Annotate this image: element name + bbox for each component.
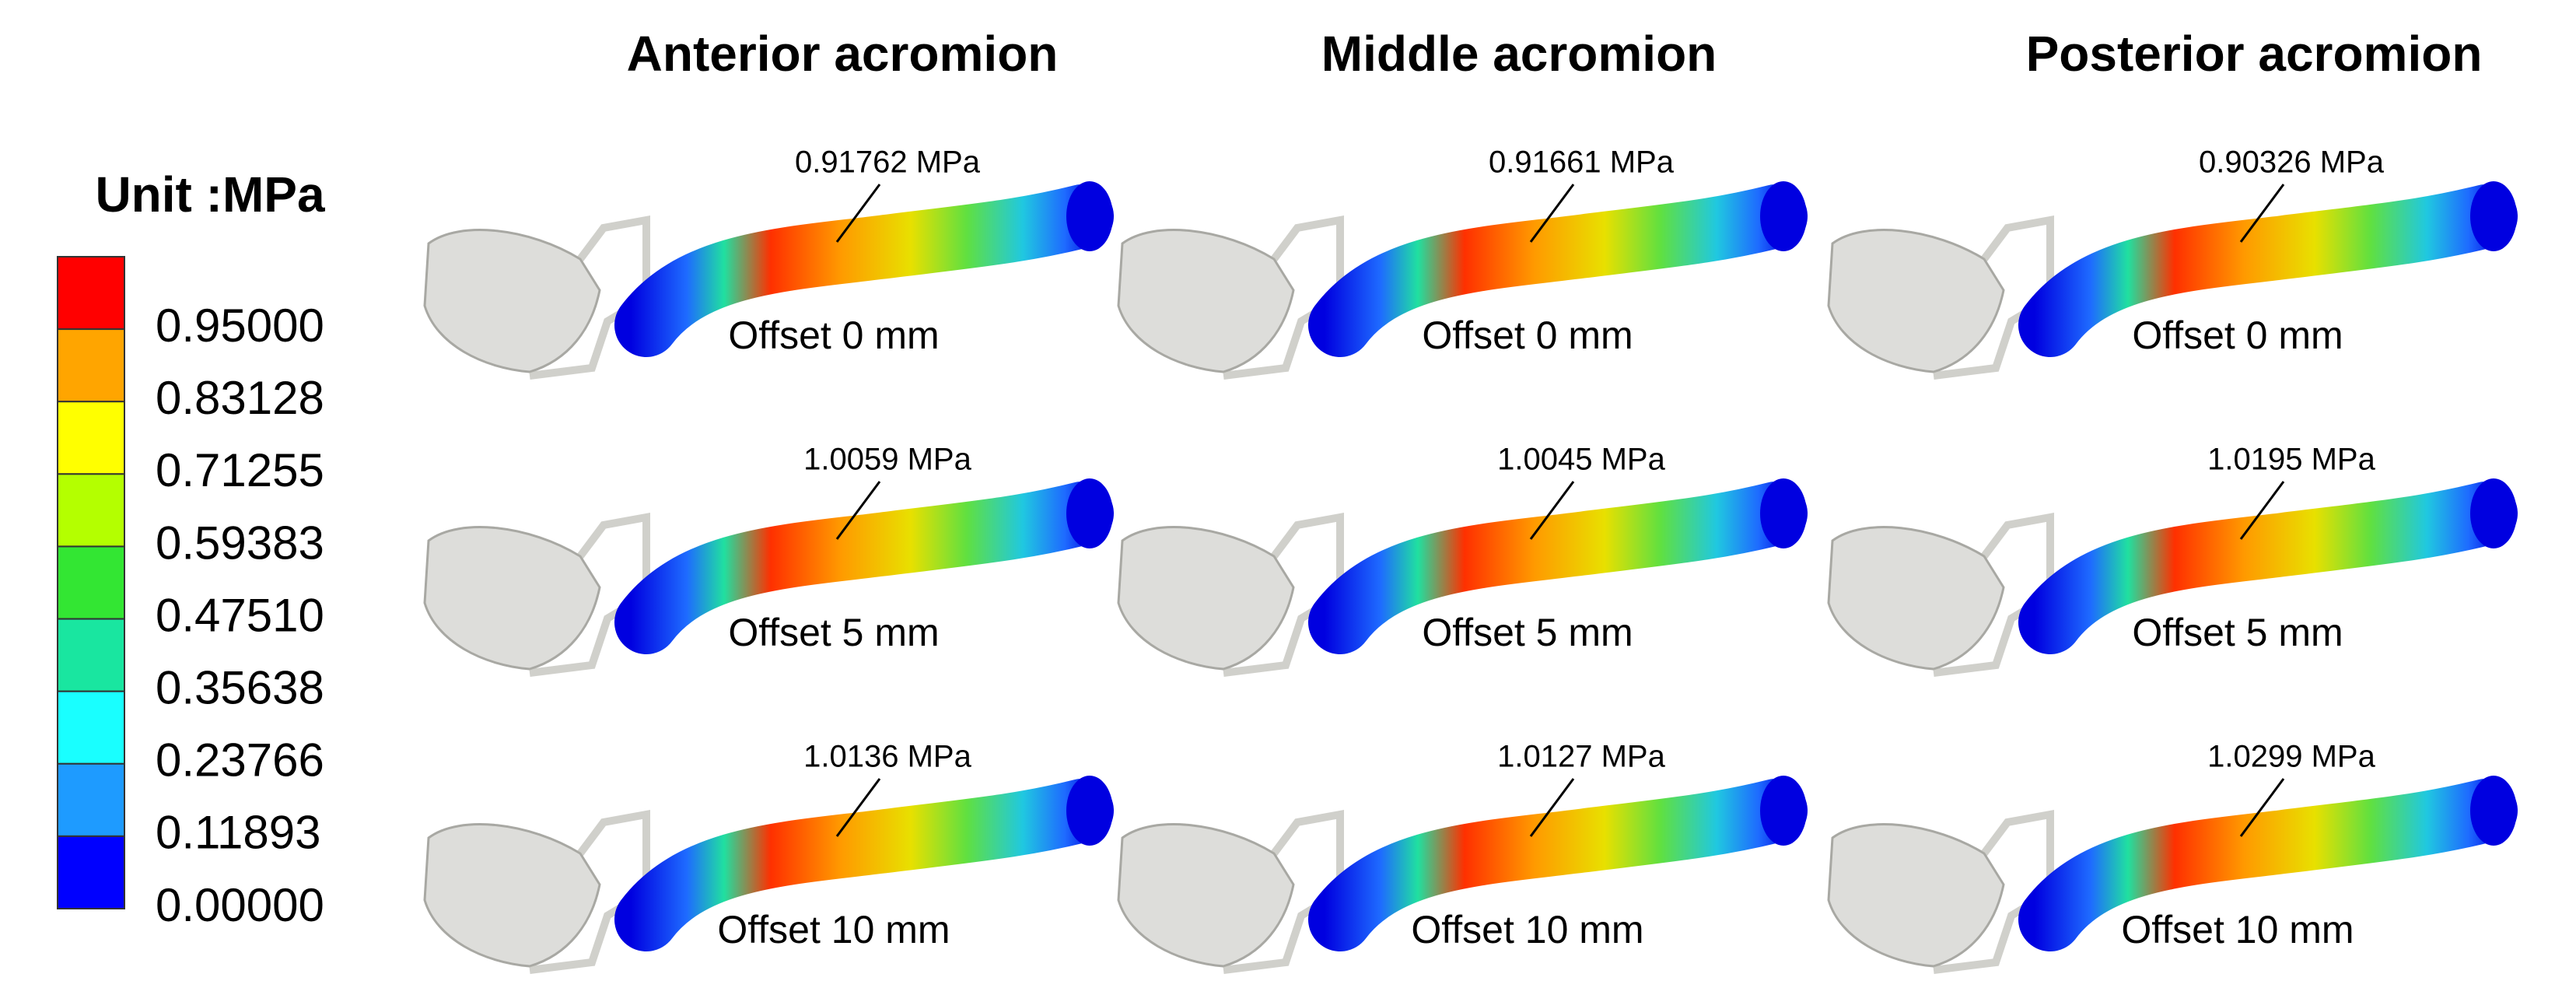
column-title: Middle acromion	[1321, 26, 1717, 82]
panel: 1.0136 MPa Offset 10 mm	[423, 740, 1114, 974]
panel: 1.0127 MPa Offset 10 mm	[1117, 740, 1808, 974]
max-stress-label: 1.0059 MPa	[803, 443, 971, 477]
leader-line	[835, 778, 881, 837]
leader-line	[1529, 481, 1575, 540]
max-stress-label: 0.90326 MPa	[2199, 145, 2385, 180]
offset-label: Offset 5 mm	[2132, 611, 2343, 654]
implant	[1827, 823, 2005, 968]
max-stress-label: 0.91661 MPa	[1489, 145, 1675, 180]
offset-label: Offset 0 mm	[1422, 314, 1633, 357]
legend: 0.95000 0.83128 0.71255 0.59383 0.47510 0.356…	[57, 256, 324, 931]
leader-line	[1529, 184, 1575, 243]
panel: 1.0195 MPa Offset 5 mm	[1827, 443, 2518, 677]
offset-label: Offset 10 mm	[717, 908, 950, 951]
offset-label: Offset 0 mm	[2132, 314, 2343, 357]
bone-contour	[2018, 779, 2518, 951]
legend-label: 0.11893	[156, 807, 320, 859]
offset-label: Offset 10 mm	[1411, 908, 1643, 951]
max-stress-label: 0.91762 MPa	[795, 145, 981, 180]
leader-line	[1529, 778, 1575, 837]
legend-band	[57, 328, 125, 403]
bone-tip	[1066, 776, 1113, 846]
legend-label: 0.95000	[156, 300, 324, 352]
max-stress-label: 1.0136 MPa	[803, 740, 971, 774]
bone-contour	[614, 482, 1114, 654]
bone-contour	[1308, 184, 1808, 357]
leader-line	[835, 184, 881, 243]
implant	[1117, 229, 1295, 373]
implant	[423, 229, 601, 373]
max-stress-label: 1.0299 MPa	[2207, 740, 2375, 774]
legend-title: Unit :MPa	[95, 166, 325, 222]
bone-tip	[1066, 478, 1113, 548]
offset-label: Offset 10 mm	[2121, 908, 2354, 951]
implant	[1117, 823, 1295, 968]
offset-label: Offset 5 mm	[728, 611, 939, 654]
legend-band	[57, 545, 125, 620]
legend-label: 0.23766	[156, 734, 324, 787]
bone-contour	[2018, 184, 2518, 357]
bone-tip	[1760, 181, 1807, 251]
implant	[1827, 229, 2005, 373]
legend-band	[57, 473, 125, 548]
panel: 0.91661 MPa Offset 0 mm	[1117, 145, 1808, 380]
legend-label: 0.00000	[156, 879, 324, 931]
leader-line	[835, 481, 881, 540]
legend-label: 0.71255	[156, 444, 324, 496]
legend-band	[57, 690, 125, 765]
legend-band	[57, 835, 125, 910]
max-stress-label: 1.0195 MPa	[2207, 443, 2375, 477]
legend-band	[57, 256, 125, 331]
column-title: Anterior acromion	[627, 26, 1059, 82]
offset-label: Offset 0 mm	[728, 314, 939, 357]
bone-contour	[1308, 482, 1808, 654]
bone-contour	[1308, 779, 1808, 951]
panel: 1.0059 MPa Offset 5 mm	[423, 443, 1114, 677]
bone-tip	[2470, 478, 2517, 548]
bone-contour	[614, 779, 1114, 951]
implant	[1827, 526, 2005, 671]
leader-line	[2239, 481, 2285, 540]
bone-tip	[1760, 478, 1807, 548]
max-stress-label: 1.0045 MPa	[1497, 443, 1665, 477]
legend-band	[57, 401, 125, 475]
leader-line	[2239, 778, 2285, 837]
bone-tip	[2470, 776, 2517, 846]
bone-tip	[1760, 776, 1807, 846]
bone-tip	[1066, 181, 1113, 251]
columns: Anterior acromion 0.91762 MPa Offset 0 mm 1…	[423, 26, 2518, 974]
legend-label: 0.47510	[156, 589, 324, 641]
panel: 1.0299 MPa Offset 10 mm	[1827, 740, 2518, 974]
implant	[423, 823, 601, 968]
legend-label: 0.59383	[156, 517, 324, 569]
bone-contour	[614, 184, 1114, 357]
bone-contour	[2018, 482, 2518, 654]
bone-tip	[2470, 181, 2517, 251]
implant	[1117, 526, 1295, 671]
implant	[423, 526, 601, 671]
legend-band	[57, 618, 125, 692]
column-title: Posterior acromion	[2026, 26, 2483, 82]
offset-label: Offset 5 mm	[1422, 611, 1633, 654]
panel: 0.91762 MPa Offset 0 mm	[423, 145, 1114, 380]
max-stress-label: 1.0127 MPa	[1497, 740, 1665, 774]
legend-label: 0.83128	[156, 372, 324, 424]
leader-line	[2239, 184, 2285, 243]
panel: 1.0045 MPa Offset 5 mm	[1117, 443, 1808, 677]
legend-band	[57, 762, 125, 837]
panel: 0.90326 MPa Offset 0 mm	[1827, 145, 2518, 380]
legend-label: 0.35638	[156, 662, 324, 714]
